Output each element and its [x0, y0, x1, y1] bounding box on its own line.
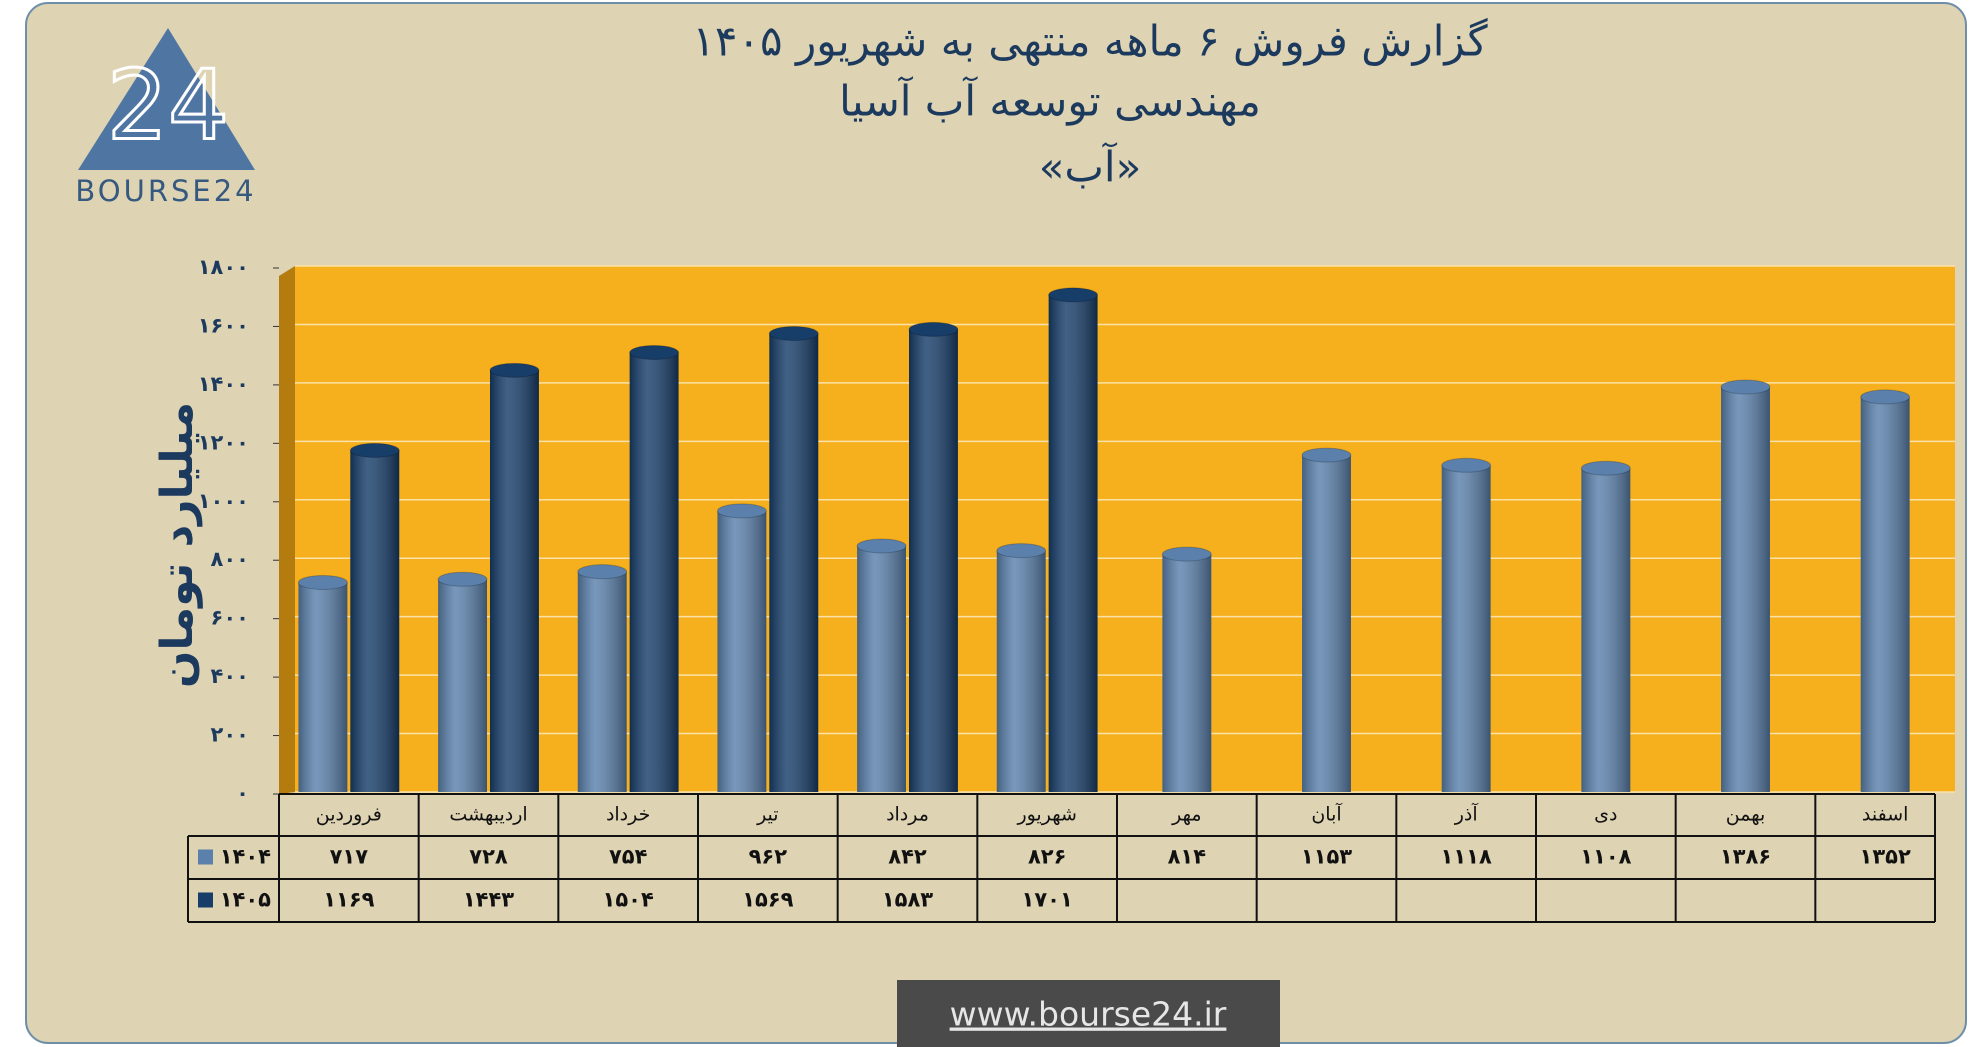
bar-cap: [297, 574, 348, 590]
bar-cap: [908, 321, 959, 337]
x-tick-label: دی: [1594, 804, 1617, 826]
bar-shade: [1581, 468, 1631, 792]
plot: ۰ ۲۰۰ ۴۰۰ ۶۰۰ ۸۰۰ ۱۰۰۰ ۱۲۰۰ ۱۴۰۰ ۱۶۰۰ ۱۸۰۰ فروردین…: [187, 255, 1955, 923]
bar-shade: [1441, 465, 1491, 792]
data-label: ۱۵۰۴: [603, 888, 654, 912]
bar-cap: [1720, 379, 1771, 395]
bar-shade: [996, 550, 1046, 792]
data-label: ۷۱۷: [330, 845, 369, 869]
footer-box: [897, 980, 1280, 1047]
bar-shade: [350, 450, 400, 792]
bar-cap: [716, 503, 767, 519]
bar-shade: [1860, 396, 1910, 792]
bar-shade: [909, 329, 958, 792]
bar-cap: [1048, 287, 1099, 303]
data-label: ۱۳۸۶: [1720, 845, 1771, 869]
y-tick-label: ۶۰۰: [211, 606, 249, 630]
y-tick-label: ۲۰۰: [211, 723, 249, 747]
bar-shade: [857, 545, 906, 792]
bar-shade: [629, 352, 679, 792]
x-tick-label: تیر: [756, 804, 779, 826]
x-tick-label: مهر: [1171, 804, 1201, 826]
y-tick-label: ۱۶۰۰: [198, 313, 249, 337]
footer-url[interactable]: www.bourse24.ir: [950, 995, 1227, 1034]
x-tick-label: خرداد: [606, 804, 650, 826]
chart-title: گزارش فروش ۶ ماهه منتهی به شهریور ۱۴۰۵: [692, 17, 1487, 67]
chart-subtitle: «آب»: [1039, 142, 1142, 192]
bar-cap: [856, 538, 907, 554]
legend-swatch: [198, 849, 213, 865]
bar-cap: [768, 326, 819, 342]
bar-shade: [1302, 455, 1351, 792]
bar-cap: [349, 442, 400, 458]
bar-shade: [1048, 294, 1098, 792]
bar-shade: [769, 333, 819, 792]
plot-side-wall: [279, 266, 295, 794]
bar-cap: [1441, 457, 1492, 473]
x-tick-label: فروردین: [316, 804, 382, 826]
y-tick-label: ۱۴۰۰: [198, 372, 249, 396]
bar-shade: [490, 370, 539, 792]
y-tick-label: ۱۰۰۰: [198, 489, 249, 513]
legend-label: ۱۴۰۵: [220, 888, 271, 912]
data-label: ۱۷۰۱: [1022, 888, 1073, 912]
data-label: ۱۱۰۸: [1580, 845, 1631, 869]
data-label: ۷۵۴: [609, 845, 648, 869]
bar-shade: [577, 571, 627, 792]
bar-cap: [489, 362, 540, 378]
logo: 24 BOURSE24: [75, 28, 256, 208]
logo-mark: 24: [107, 49, 229, 161]
data-label: ۱۱۵۳: [1301, 845, 1352, 869]
bar-cap: [1580, 460, 1631, 476]
bar-shade: [1162, 554, 1212, 792]
y-tick-label: ۴۰۰: [211, 664, 249, 688]
data-label: ۸۱۴: [1168, 845, 1207, 869]
data-label: ۷۲۸: [469, 845, 508, 869]
x-tick-label: اسفند: [1862, 804, 1909, 826]
data-label: ۱۵۸۳: [882, 888, 933, 912]
y-tick-label: ۱۲۰۰: [198, 430, 249, 454]
bar-shade: [438, 579, 487, 792]
legend-swatch: [198, 892, 213, 908]
data-label: ۱۵۶۹: [742, 888, 793, 912]
y-tick-label: ۰: [236, 781, 249, 805]
data-label: ۱۳۵۲: [1860, 845, 1911, 869]
x-tick-label: آبان: [1311, 802, 1342, 826]
bar-cap: [437, 571, 488, 587]
bar-shade: [298, 582, 348, 792]
x-tick-label: آذر: [1454, 802, 1479, 826]
bar-shade: [1721, 386, 1770, 792]
bar-shade: [717, 510, 767, 792]
bar-cap: [1860, 389, 1911, 405]
data-label: ۸۴۲: [888, 845, 927, 869]
logo-text: BOURSE24: [75, 174, 256, 208]
y-tick-label: ۸۰۰: [211, 547, 249, 571]
data-label: ۹۶۲: [749, 845, 788, 869]
data-label: ۱۴۴۳: [463, 888, 514, 912]
y-tick-label: ۱۸۰۰: [198, 255, 249, 279]
bar-cap: [629, 344, 680, 360]
data-label: ۱۱۱۸: [1441, 845, 1492, 869]
data-label: ۸۲۶: [1028, 845, 1066, 869]
x-tick-label: اردیبهشت: [449, 804, 527, 826]
legend-label: ۱۴۰۴: [220, 845, 271, 869]
bar-cap: [1161, 546, 1212, 562]
chart-subtitle: مهندسی توسعه آب آسیا: [839, 76, 1261, 127]
x-tick-label: مرداد: [886, 804, 929, 826]
y-axis-label: میلیارد تومان: [152, 402, 203, 688]
bar-cap: [577, 564, 628, 580]
plot-area: [295, 266, 1955, 792]
data-label: ۱۱۶۹: [323, 888, 374, 912]
bar-cap: [996, 543, 1047, 559]
bar-cap: [1301, 447, 1352, 463]
x-tick-label: بهمن: [1726, 804, 1766, 826]
x-tick-label: شهریور: [1016, 804, 1076, 826]
